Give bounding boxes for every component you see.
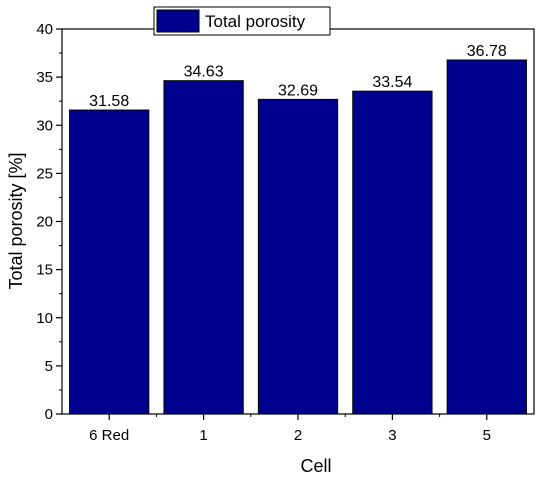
x-tick-label: 2 xyxy=(294,427,302,444)
bar-1 xyxy=(163,80,244,415)
legend: Total porosity xyxy=(153,6,331,36)
x-axis-title: Cell xyxy=(300,456,331,476)
data-label: 31.58 xyxy=(89,93,129,110)
y-tick-label: 25 xyxy=(36,165,53,182)
y-tick-label: 5 xyxy=(45,358,53,375)
y-tick-label: 0 xyxy=(45,406,53,423)
data-label: 36.78 xyxy=(467,43,507,60)
y-tick-label: 30 xyxy=(36,117,53,134)
data-label: 32.69 xyxy=(278,82,318,99)
y-tick-label: 20 xyxy=(36,214,53,231)
bars-group xyxy=(69,59,527,415)
data-label: 33.54 xyxy=(372,74,412,91)
bar-5 xyxy=(446,59,527,415)
bar-2 xyxy=(257,98,339,415)
legend-label: Total porosity xyxy=(205,12,306,31)
y-axis: 0 5 10 15 20 25 30 35 40 xyxy=(36,21,62,423)
y-tick-label: 15 xyxy=(36,262,53,279)
y-tick-label: 10 xyxy=(36,310,53,327)
data-label: 34.63 xyxy=(184,64,224,81)
bar-6-red xyxy=(69,109,150,415)
bar-3 xyxy=(352,90,433,415)
x-tick-label: 3 xyxy=(388,427,396,444)
y-tick-label: 35 xyxy=(36,69,53,86)
y-tick-label: 40 xyxy=(36,21,53,38)
x-axis: 6 Red 1 2 3 5 xyxy=(89,414,491,444)
data-labels-group: 31.58 34.63 32.69 33.54 36.78 xyxy=(89,43,507,110)
y-axis-title: Total porosity [%] xyxy=(6,152,26,289)
x-tick-label: 5 xyxy=(483,427,491,444)
x-tick-label: 1 xyxy=(199,427,207,444)
legend-swatch xyxy=(156,9,200,33)
x-tick-label: 6 Red xyxy=(89,427,129,444)
